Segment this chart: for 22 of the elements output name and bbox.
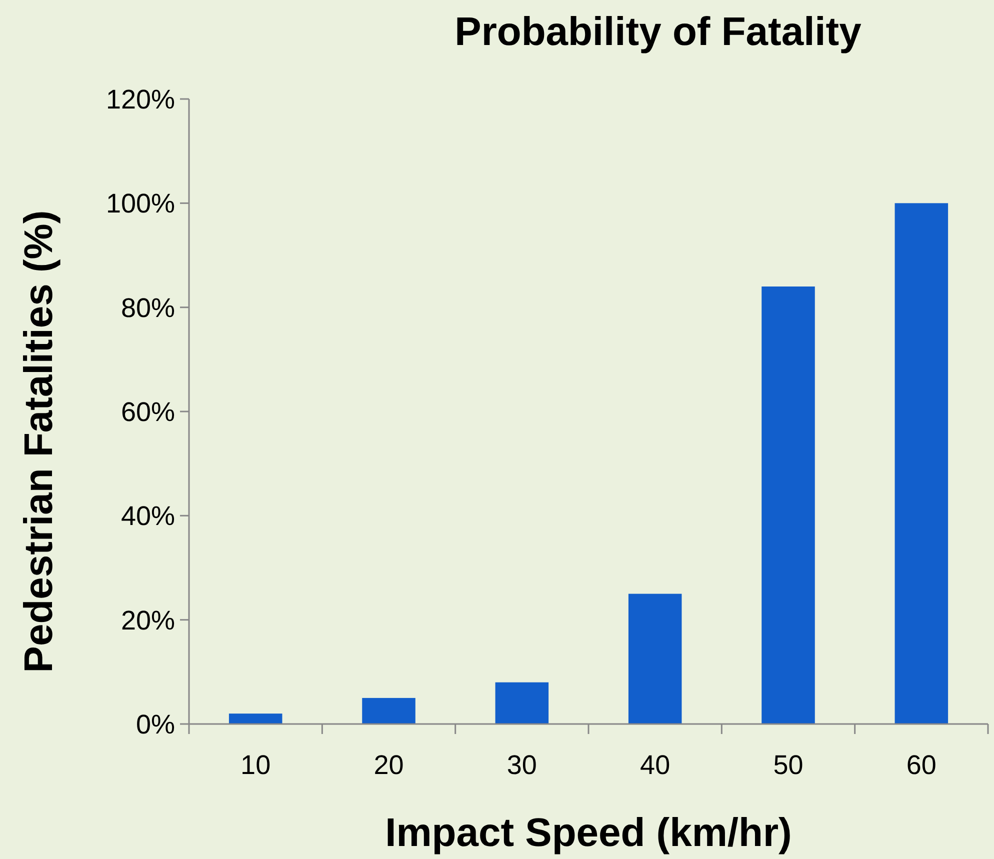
x-tick-label: 10 [240, 750, 271, 780]
x-tick-label: 50 [773, 750, 804, 780]
y-tick-label: 120% [106, 84, 175, 114]
y-tick-label: 20% [120, 605, 175, 636]
chart-title: Probability of Fatality [454, 10, 862, 54]
x-tick-label: 20 [374, 750, 404, 780]
y-tick-label: 40% [120, 501, 175, 532]
bar [628, 594, 682, 724]
bar [228, 714, 282, 724]
bar [495, 682, 549, 724]
y-tick-label: 0% [136, 709, 175, 740]
x-tick-label: 60 [906, 750, 936, 780]
x-tick-label: 30 [506, 750, 537, 780]
x-axis-title: Impact Speed (km/hr) [385, 811, 792, 855]
y-tick-label: 100% [106, 188, 175, 219]
bar [894, 203, 948, 724]
bar [362, 698, 416, 724]
y-tick-label: 60% [120, 396, 175, 427]
bar [762, 286, 815, 724]
y-axis-title: Pedestrian Fatalities (%) [17, 210, 61, 673]
x-tick-label: 40 [640, 750, 670, 780]
y-tick-label: 80% [120, 292, 175, 323]
